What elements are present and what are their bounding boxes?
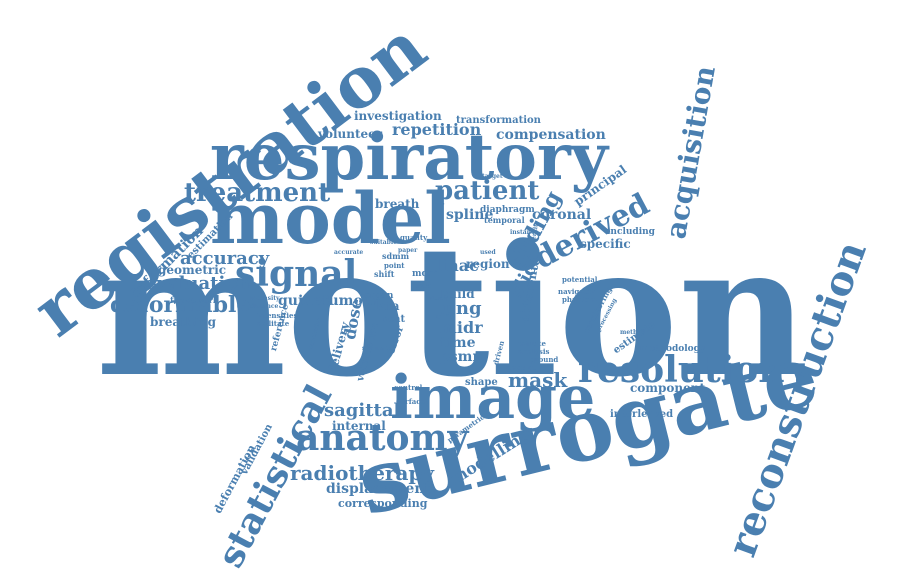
- word-transformation: transformation: [456, 115, 541, 126]
- word-psmm: psmm: [440, 349, 488, 365]
- word-interleaved: interleaved: [610, 409, 674, 420]
- word-lung: lung: [436, 298, 482, 319]
- word-control: control: [394, 383, 423, 392]
- word-mcsr: mcsr: [412, 269, 437, 279]
- word-analysis: analysis: [518, 347, 550, 356]
- word-region: region: [466, 257, 510, 271]
- word-method: method: [620, 329, 646, 336]
- word-evaluation: evaluation: [145, 273, 251, 294]
- word-guided: guided: [278, 293, 332, 309]
- word-suitable: suitable: [370, 239, 397, 246]
- word-compensation: compensation: [496, 127, 606, 143]
- word-data: data: [370, 299, 400, 313]
- word-shape: shape: [465, 377, 498, 388]
- word-accuracy: accuracy: [180, 248, 270, 269]
- word-amount: amount: [506, 363, 537, 372]
- word-methodology: methodology: [640, 344, 706, 354]
- word-distance: distance: [250, 303, 279, 310]
- word-framework: framework: [170, 295, 219, 305]
- word-linac: linac: [435, 256, 479, 275]
- word-signal: signal: [235, 253, 358, 295]
- word-minute: minute: [518, 339, 546, 348]
- word-point: point: [384, 261, 405, 270]
- word-paper: paper: [398, 247, 418, 254]
- word-patient: patient: [435, 176, 540, 206]
- word-treatment: treatment: [184, 178, 331, 208]
- word-simulated: simulated: [362, 345, 396, 352]
- word-breathing: breathing: [150, 315, 217, 329]
- word-quality: quality: [400, 233, 428, 242]
- word-temporal: temporal: [484, 215, 525, 225]
- word-used: used: [480, 249, 496, 256]
- word-potential: potential: [562, 275, 598, 284]
- word-specific: specific: [580, 237, 631, 251]
- word-tumour: tumour: [322, 293, 381, 309]
- word-midr: midr: [440, 318, 483, 337]
- word-intensities: intensities: [256, 311, 298, 320]
- word-component: component: [630, 381, 706, 395]
- word-intensity: intensity: [250, 295, 280, 302]
- word-instance: instance: [510, 229, 539, 236]
- word-model: model: [210, 177, 451, 260]
- word-resolution: resolution: [578, 349, 785, 391]
- word-cine: cine: [436, 311, 455, 321]
- word-spline: spline: [446, 207, 494, 223]
- word-including: including: [607, 227, 655, 237]
- word-sagittal: sagittal: [324, 400, 401, 421]
- word-image: image: [390, 363, 596, 433]
- word-motion: motion: [96, 206, 809, 417]
- word-repetition: repetition: [392, 120, 482, 139]
- word-surface: surface: [396, 397, 425, 406]
- word-coronal: coronal: [532, 207, 592, 223]
- word-phantom: phantom: [562, 295, 597, 304]
- word-organ: organ: [364, 291, 394, 301]
- word-anatomy: anatomy: [296, 417, 469, 459]
- word-deformable: deformable: [110, 292, 251, 318]
- word-time: time: [440, 335, 476, 351]
- word-diaphragm: diaphragm: [480, 205, 535, 215]
- word-xcat: xcat: [382, 314, 406, 325]
- word-investigation: investigation: [354, 109, 442, 123]
- word-target: target: [482, 173, 503, 180]
- word-study: study: [430, 295, 449, 302]
- word-accurate: accurate: [334, 249, 364, 256]
- word-breath: breath: [375, 197, 420, 211]
- word-internal: internal: [332, 419, 386, 433]
- word-trace: trace: [414, 283, 432, 290]
- word-build: build: [440, 287, 475, 301]
- word-facilitate: facilitate: [254, 319, 290, 328]
- word-shift: shift: [374, 269, 395, 279]
- word-radiotherapy: radiotherapy: [290, 461, 435, 485]
- word-volunteer: volunteer: [318, 127, 383, 141]
- word-ground: ground: [530, 355, 559, 364]
- word-mask: mask: [508, 368, 568, 392]
- word-navigator: navigator: [558, 287, 596, 296]
- word-sdmm: sdmm: [382, 251, 410, 261]
- word-displacement: displacement: [326, 481, 431, 497]
- word-corresponding: corresponding: [338, 497, 428, 510]
- word-geometric: geometric: [158, 263, 227, 277]
- word-respiratory: respiratory: [210, 120, 608, 195]
